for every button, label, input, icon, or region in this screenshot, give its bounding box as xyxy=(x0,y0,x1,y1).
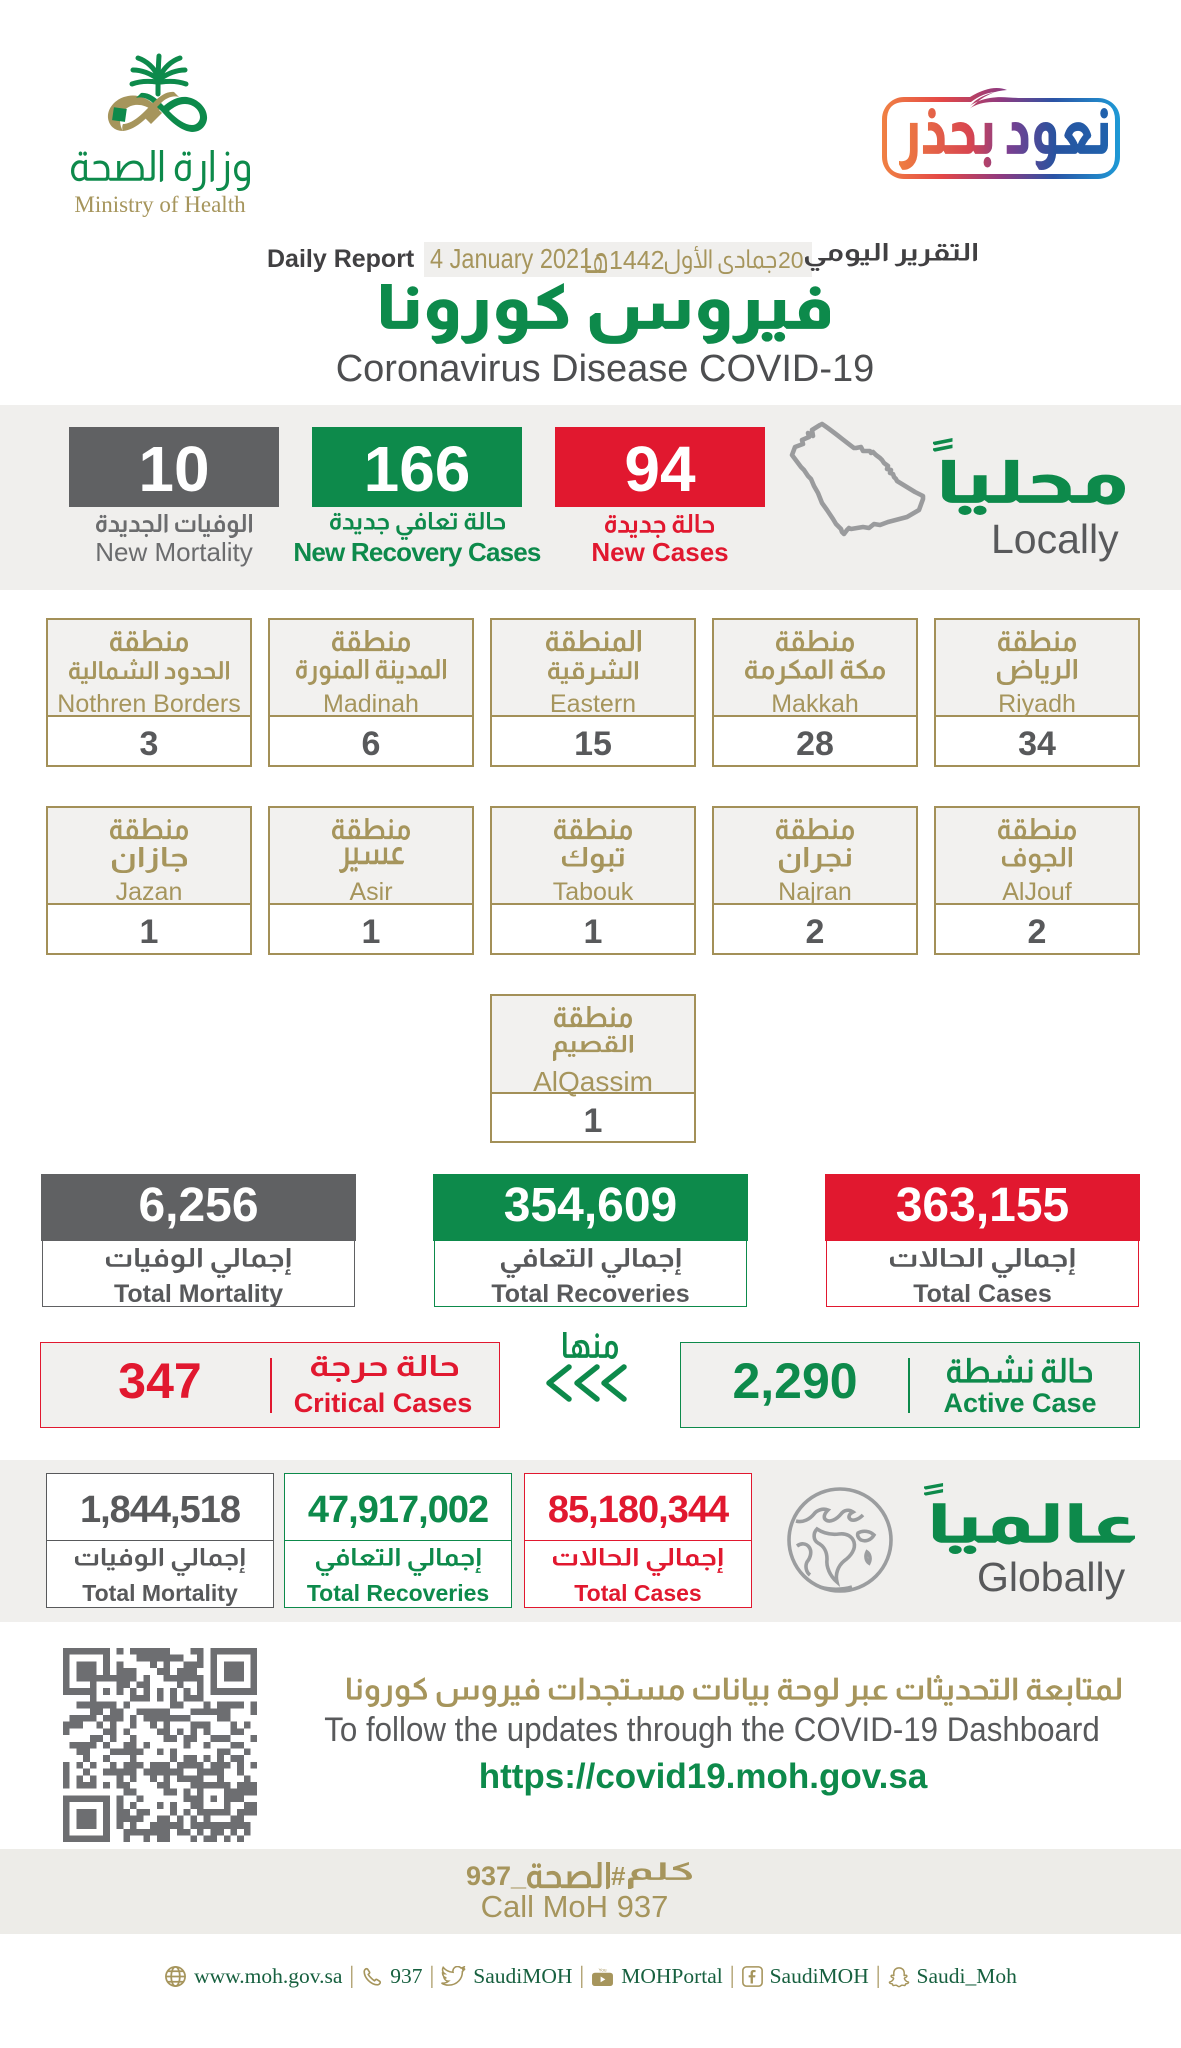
svg-text:You: You xyxy=(599,1967,607,1973)
